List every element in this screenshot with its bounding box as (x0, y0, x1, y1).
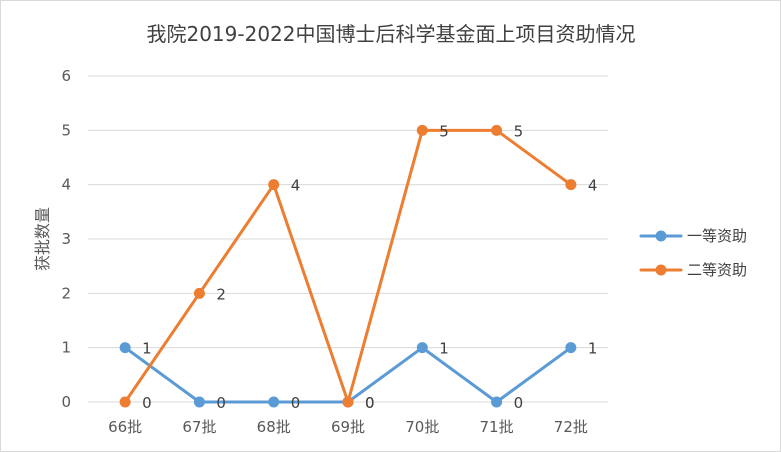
data-label: 0 (365, 394, 375, 412)
data-label: 0 (291, 394, 301, 412)
x-tick-label: 67批 (182, 418, 216, 436)
y-tick-label: 0 (61, 393, 71, 411)
data-point (416, 124, 428, 136)
data-point (416, 342, 428, 354)
y-tick-label: 5 (61, 121, 71, 139)
data-label: 5 (514, 122, 524, 140)
data-point (491, 396, 503, 408)
y-tick-label: 3 (61, 230, 71, 248)
data-point (193, 287, 205, 299)
y-tick-label: 6 (61, 67, 71, 85)
series-line-0 (123, 346, 573, 404)
data-point (565, 342, 577, 354)
gridlines (88, 75, 608, 403)
data-label: 1 (588, 340, 598, 358)
data-point (119, 396, 131, 408)
data-point (193, 396, 205, 408)
x-tick-label: 72批 (554, 418, 588, 436)
legend-label: 二等资助 (687, 261, 747, 279)
x-tick-label: 68批 (257, 418, 291, 436)
y-axis-title: 获批数量 (33, 207, 52, 271)
data-point (119, 342, 131, 354)
data-label: 0 (142, 394, 152, 412)
data-point (342, 396, 354, 408)
data-label: 5 (439, 122, 449, 140)
data-label: 2 (216, 285, 226, 303)
legend-item: 一等资助 (639, 227, 747, 245)
y-axis-ticks: 0 1 2 3 4 5 6 (61, 67, 71, 411)
data-point (565, 179, 577, 191)
data-label: 0 (216, 394, 226, 412)
data-label: 0 (514, 394, 524, 412)
y-tick-label: 1 (61, 339, 71, 357)
legend-label: 一等资助 (687, 227, 747, 245)
x-axis-ticks: 66批 67批 68批 69批 70批 71批 72批 (108, 418, 588, 436)
x-tick-label: 70批 (405, 418, 439, 436)
data-label: 1 (439, 340, 449, 358)
x-tick-label: 66批 (108, 418, 142, 436)
x-tick-label: 69批 (331, 418, 365, 436)
chart-title: 我院2019-2022中国博士后科学基金面上项目资助情况 (146, 22, 635, 46)
data-label: 4 (588, 177, 598, 195)
legend-item: 二等资助 (639, 261, 747, 279)
x-tick-label: 71批 (480, 418, 514, 436)
data-label: 1 (142, 340, 152, 358)
data-point (491, 124, 503, 136)
legend-swatch-marker (655, 264, 667, 276)
data-point (268, 179, 280, 191)
series-line-1 (123, 128, 573, 404)
series-layer (119, 124, 577, 408)
y-tick-label: 2 (61, 284, 71, 302)
data-label: 4 (291, 177, 301, 195)
data-point (268, 396, 280, 408)
legend-swatch-marker (655, 230, 667, 242)
data-label: 0 (365, 394, 375, 412)
y-tick-label: 4 (61, 176, 71, 194)
